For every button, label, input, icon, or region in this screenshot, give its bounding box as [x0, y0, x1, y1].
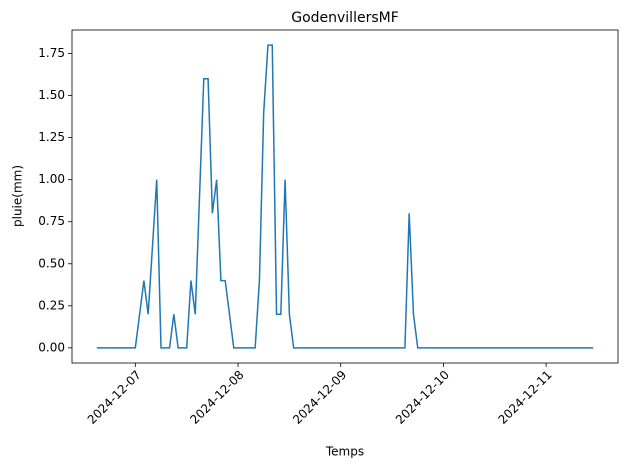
plot-frame	[71, 29, 619, 364]
y-tick-label: 0.25	[38, 298, 65, 312]
y-tick-label: 1.25	[38, 130, 65, 144]
y-tick-label: 1.00	[38, 172, 65, 186]
data-line	[96, 44, 594, 349]
y-tick-label: 1.75	[38, 46, 65, 60]
y-tick-label: 0.50	[38, 256, 65, 270]
x-tick-label: 2024-12-10	[393, 368, 452, 427]
x-tick-label: 2024-12-11	[495, 368, 554, 427]
x-tick-label: 2024-12-07	[85, 368, 144, 427]
x-tick-label: 2024-12-09	[290, 368, 349, 427]
chart-title: GodenvillersMF	[291, 10, 399, 26]
y-tick-label: 0.00	[38, 340, 65, 354]
y-axis-label: pluie(mm)	[11, 165, 25, 227]
y-tick-label: 0.75	[38, 214, 65, 228]
y-tick-label: 1.50	[38, 88, 65, 102]
x-tick-label: 2024-12-08	[187, 368, 246, 427]
x-axis-label: Temps	[325, 445, 364, 459]
